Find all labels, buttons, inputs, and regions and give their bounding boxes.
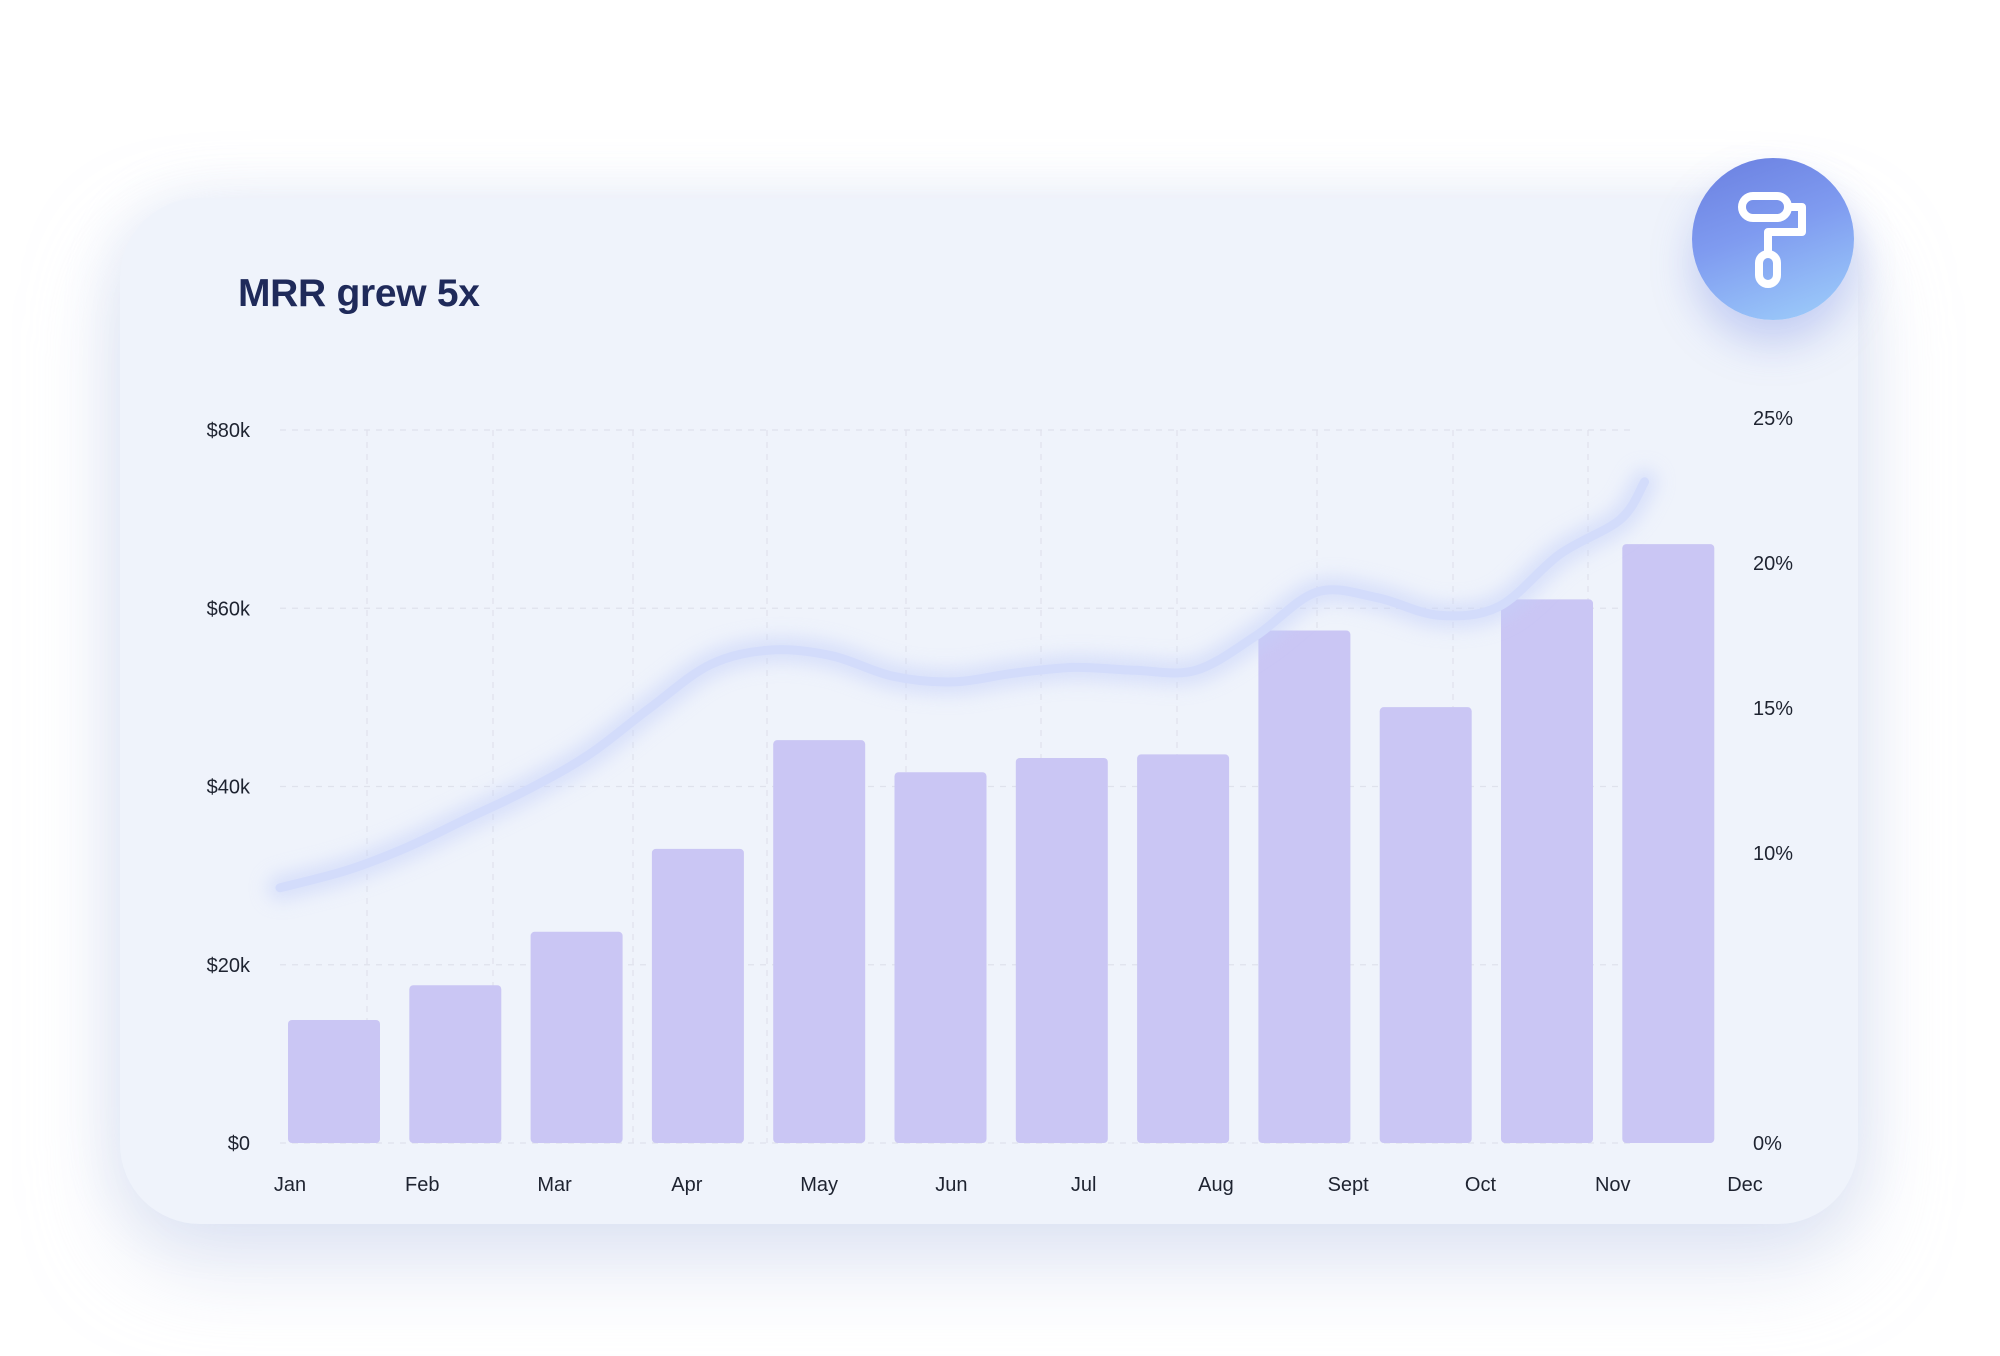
x-axis-tick-label: Jul: [1071, 1174, 1097, 1196]
paint-roller-badge[interactable]: [1692, 158, 1854, 320]
x-axis-tick-label: Jun: [935, 1174, 967, 1196]
bar-oct: [1379, 707, 1472, 1143]
bar-jan: [288, 1020, 380, 1143]
bar-nov: [1501, 599, 1593, 1143]
x-axis-tick-label: Dec: [1727, 1174, 1763, 1196]
bar-layer: [288, 544, 1715, 1143]
left-axis-tick-label: $40k: [207, 777, 251, 799]
line-layer: [267, 468, 1658, 901]
x-axis-tick-label: Nov: [1595, 1174, 1631, 1196]
label-layer: $0 $20k $40k $60k $80k 0% 10% 15% 20% 25% Jan Feb Ma…: [207, 408, 1794, 1196]
bar-mar: [530, 931, 623, 1143]
growth-line: [275, 477, 1650, 893]
chart-title: MRR grew 5x: [238, 272, 480, 315]
left-axis-tick-label: $80k: [207, 420, 251, 442]
bar-aug: [1137, 754, 1230, 1143]
right-axis-tick-label: 0%: [1753, 1133, 1782, 1155]
x-axis-tick-label: Sept: [1328, 1174, 1370, 1196]
bar-jul: [1015, 757, 1108, 1143]
paint-roller-icon: [1738, 192, 1806, 288]
x-axis-tick-label: Mar: [537, 1174, 572, 1196]
right-axis-tick-label: 10%: [1753, 843, 1793, 865]
left-axis-tick-label: $20k: [207, 955, 251, 977]
right-axis-tick-label: 15%: [1753, 698, 1793, 720]
right-axis-tick-label: 20%: [1753, 553, 1793, 575]
bar-apr: [651, 848, 744, 1143]
bar-dec: [1622, 544, 1715, 1143]
right-axis-tick-label: 25%: [1753, 408, 1793, 430]
x-axis-tick-label: May: [800, 1174, 838, 1196]
bar-may: [773, 740, 866, 1143]
left-axis-tick-label: $0: [228, 1133, 250, 1155]
bar-feb: [409, 985, 502, 1143]
left-axis-tick-label: $60k: [207, 598, 251, 620]
x-axis-tick-label: Oct: [1465, 1174, 1497, 1196]
x-axis-tick-label: Apr: [671, 1174, 702, 1196]
bar-sept: [1258, 630, 1351, 1143]
x-axis-tick-label: Jan: [274, 1174, 306, 1196]
x-axis-tick-label: Aug: [1198, 1174, 1234, 1196]
x-axis-tick-label: Feb: [405, 1174, 439, 1196]
bar-jun: [894, 772, 987, 1143]
